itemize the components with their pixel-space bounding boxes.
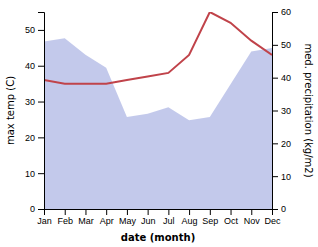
area [44,38,272,209]
axis-line [38,13,45,210]
tick-label: Feb [57,216,73,226]
y-axis-title: max temp (C) [5,76,16,145]
tick-label: Mar [78,216,94,226]
tick: Aug [182,209,198,226]
axis-line [45,210,273,216]
tick: 0 [30,204,44,214]
tick-label: 60 [281,7,291,17]
tick: Mar [78,209,94,226]
tick-mark [168,209,169,215]
tick: May [119,209,137,226]
tick-mark [106,209,107,215]
tick: 10 [25,169,44,179]
tick-label: 50 [281,40,291,50]
tick: Jul [163,209,175,226]
tick-mark [85,209,86,215]
tick-mark [231,209,232,215]
tick-mark [272,78,278,79]
tick-mark [210,209,211,215]
tick: 50 [25,25,44,35]
tick-mark [272,176,278,177]
tick-mark [38,102,44,103]
tick-mark [272,111,278,112]
tick: 40 [25,61,44,71]
tick-mark [38,30,44,31]
axis-line [273,13,279,210]
tick-mark [127,209,128,215]
tick: 40 [272,73,291,83]
tick-mark [148,209,149,215]
tick-label: 0 [30,204,35,214]
tick: Sep [202,209,218,226]
tick-label: 50 [25,25,35,35]
plot: JanFebMarAprMayJunJulAugSepOctNovDec0102… [25,7,291,226]
line [44,12,272,84]
tick: 0 [272,204,286,214]
tick: Feb [57,209,73,226]
tick: 10 [272,172,291,182]
tick-label: Dec [264,216,281,226]
tick-label: May [119,216,137,226]
tick-label: 20 [25,133,35,143]
tick-mark [38,66,44,67]
tick: 30 [272,106,291,116]
tick: 20 [25,133,44,143]
tick: 50 [272,40,291,50]
tick-label: Aug [182,216,198,226]
tick-label: Apr [100,216,114,226]
y2-axis-title: med. precipitation (kg/m2) [303,43,314,177]
y-axis: 0 10 20 30 40 50 [25,13,45,215]
tick: 30 [25,97,44,107]
tick-label: 10 [25,169,35,179]
tick-label: 10 [281,172,291,182]
tick-mark [251,209,252,215]
y2-axis: 0 10 20 30 40 50 60 [272,7,291,214]
tick-mark [272,45,278,46]
tick: Apr [100,209,114,226]
tick-label: Jun [141,216,156,226]
tick: 60 [272,7,291,17]
tick-mark [65,209,66,215]
tick-label: Sep [202,216,218,226]
x-axis-title: date (month) [121,232,195,243]
tick-mark [38,173,44,174]
tick-label: 30 [281,106,291,116]
chart: JanFebMarAprMayJunJulAugSepOctNovDec0102… [0,0,318,247]
tick: Oct [224,209,239,226]
tick-label: 0 [281,204,286,214]
x-axis: Jan Feb Mar Apr May Jun Jul Aug Sep Oct NovDec [37,209,281,226]
tick: 20 [272,139,291,149]
tick-mark [38,209,44,210]
tick: Jan [37,209,52,226]
tick-mark [189,209,190,215]
tick-label: 40 [281,73,291,83]
tick-label: 20 [281,139,291,149]
tick-label: 40 [25,61,35,71]
tick-label: Jan [37,216,52,226]
tick-mark [272,12,278,13]
tick: Jun [141,209,156,226]
tick-label: Nov [244,216,261,226]
tick-mark [272,143,278,144]
tick-mark [38,137,44,138]
tick-label: Oct [224,216,239,226]
tick: Nov [244,209,261,226]
tick-label: Jul [163,216,175,226]
tick-label: 30 [25,97,35,107]
marks [44,12,272,209]
tick-mark [272,209,278,210]
tick: Dec [264,209,281,226]
